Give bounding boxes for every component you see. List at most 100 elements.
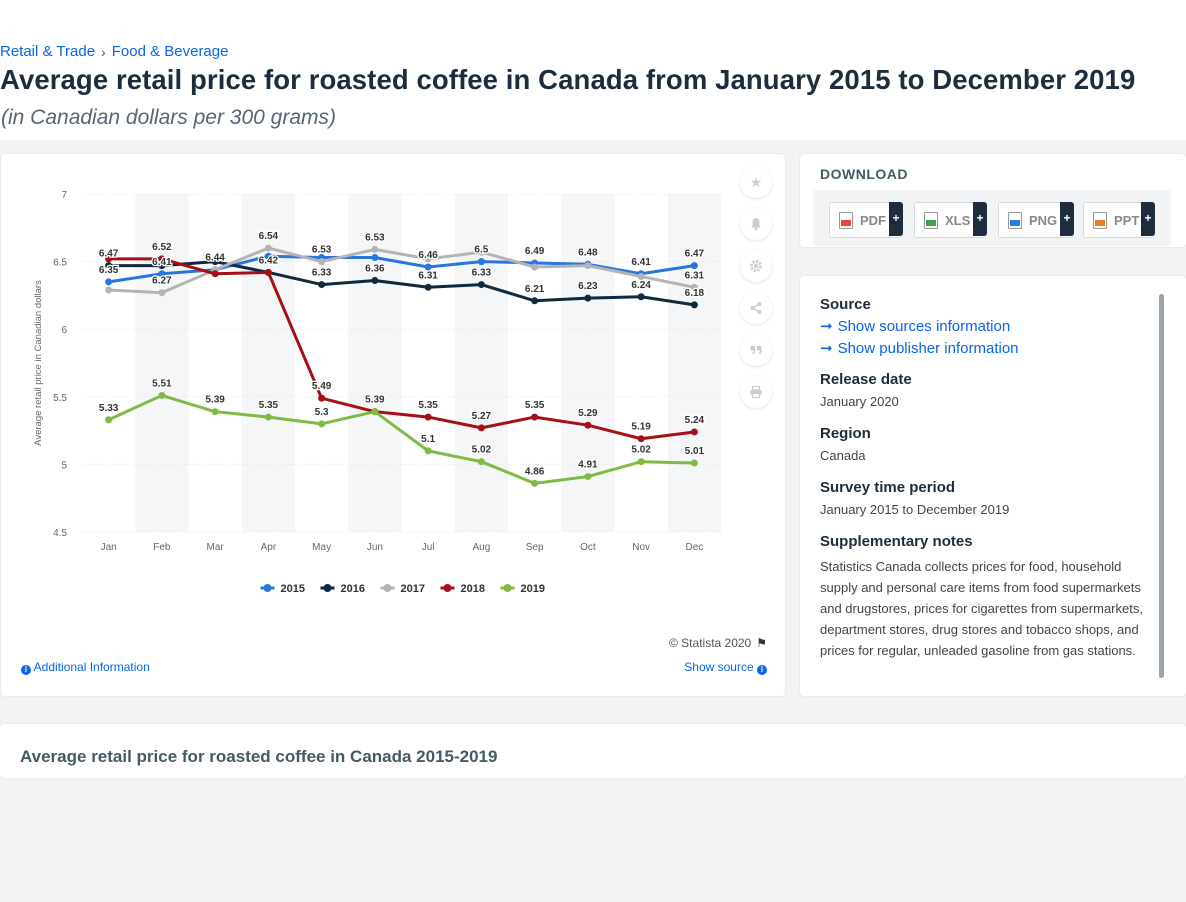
y-tick-label: 7 [61, 190, 67, 201]
show-sources-link[interactable]: ➞ Show sources information [820, 317, 1150, 335]
data-point-2017 [424, 255, 432, 263]
data-point-2016 [477, 281, 485, 289]
data-point-2017 [477, 248, 485, 256]
data-point-2015 [424, 263, 432, 271]
download-png-plus[interactable]: + [1060, 202, 1074, 236]
data-point-2018 [584, 421, 592, 429]
data-point-2017 [637, 272, 645, 280]
show-source-label: Show source [684, 660, 754, 674]
data-label-2015: 6.5 [474, 245, 488, 256]
supplementary-notes-value: Statistics Canada collects prices for fo… [820, 559, 1143, 658]
gear-icon[interactable] [740, 250, 772, 282]
info-icon: i [757, 665, 767, 675]
x-tick-label: Jan [101, 542, 117, 553]
x-tick-label: Aug [472, 542, 490, 553]
y-axis-label: Average retail price in Canadian dollars [33, 280, 44, 446]
data-label-2018: 5.39 [365, 395, 385, 406]
data-label-2015: 6.41 [631, 257, 651, 268]
print-icon[interactable] [740, 376, 772, 408]
data-label-2015: 6.46 [418, 250, 438, 261]
supplementary-notes-heading: Supplementary notes [820, 533, 973, 550]
legend-marker [443, 584, 452, 592]
download-png-button[interactable]: PNG + [998, 202, 1074, 238]
x-tick-label: Mar [207, 542, 225, 553]
legend-item-2015[interactable]: 2015 [260, 583, 305, 595]
data-label-2016: 6.33 [472, 268, 492, 279]
quote-icon[interactable] [740, 334, 772, 366]
bell-icon[interactable] [740, 208, 772, 240]
download-ppt-label: PPT [1114, 212, 1140, 228]
data-label-2019: 5.02 [472, 445, 492, 456]
show-source-link[interactable]: Show source i [684, 660, 767, 675]
legend-item-2016[interactable]: 2016 [320, 583, 365, 595]
y-tick-label: 5 [61, 460, 67, 471]
data-point-2016 [318, 281, 326, 289]
data-label-2019: 5.1 [421, 434, 435, 445]
data-point-2018 [424, 413, 432, 421]
download-ppt-button[interactable]: PPT + [1083, 202, 1155, 238]
data-label-2019: 5.3 [315, 407, 329, 418]
data-point-2019 [637, 458, 645, 466]
data-point-2019 [264, 413, 272, 421]
data-point-2016 [211, 258, 219, 266]
data-label-2017: 6.54 [259, 231, 279, 242]
data-point-2017 [264, 244, 272, 252]
data-label-2016: 6.36 [365, 264, 385, 275]
legend-item-2019[interactable]: 2019 [500, 583, 545, 595]
data-label-2018: 5.29 [578, 408, 598, 419]
series-line-2016 [108, 260, 695, 307]
region-heading: Region [820, 425, 871, 442]
show-publisher-link[interactable]: ➞ Show publisher information [820, 339, 1150, 357]
legend-marker [323, 584, 332, 592]
additional-information-link[interactable]: i Additional Information [21, 660, 150, 675]
legend-label: 2017 [401, 583, 425, 595]
breadcrumb-retail-trade[interactable]: Retail & Trade [0, 43, 96, 60]
data-point-2016 [105, 262, 113, 270]
download-xls-plus[interactable]: + [973, 202, 987, 236]
legend-marker [383, 584, 392, 592]
data-point-2019 [690, 459, 698, 467]
share-icon[interactable] [740, 292, 772, 324]
data-point-2016 [424, 283, 432, 291]
info-scrollbar-thumb[interactable] [1159, 294, 1164, 678]
data-label-2016: 6.42 [259, 255, 279, 266]
data-label-2017: 6.31 [685, 270, 705, 281]
data-point-2018 [637, 435, 645, 443]
statistic-info-panel: Source ➞ Show sources information ➞ Show p… [800, 276, 1186, 696]
data-label-2015: 6.47 [685, 249, 705, 260]
info-content: Source ➞ Show sources information ➞ Show p… [820, 296, 1150, 661]
star-icon[interactable]: ★ [740, 166, 772, 198]
data-label-2015: 6.44 [205, 253, 225, 264]
download-xls-button[interactable]: XLS + [914, 202, 987, 238]
data-point-2016 [371, 277, 379, 285]
breadcrumb-food-beverage[interactable]: Food & Beverage [111, 43, 229, 60]
pdf-file-icon [839, 211, 853, 229]
data-label-2018: 5.49 [312, 381, 332, 392]
page-title: Average retail price for roasted coffee … [0, 64, 1136, 95]
flag-icon[interactable]: ⚑ [756, 636, 767, 650]
data-label-2015: 6.48 [578, 247, 598, 258]
x-tick-label: Sep [526, 542, 544, 553]
data-label-2017: 6.53 [365, 232, 385, 243]
download-pdf-plus[interactable]: + [889, 202, 903, 236]
download-ppt-plus[interactable]: + [1141, 202, 1155, 236]
chart-copyright: © Statista 2020 ⚑ [669, 636, 767, 650]
legend-item-2017[interactable]: 2017 [380, 583, 425, 595]
info-scrollbar[interactable] [1159, 294, 1164, 678]
x-tick-label: Oct [580, 542, 596, 553]
survey-period-heading: Survey time period [820, 479, 956, 496]
series-line-2017 [108, 246, 695, 295]
legend-item-2018[interactable]: 2018 [440, 583, 485, 595]
download-pdf-button[interactable]: PDF + [829, 202, 903, 238]
related-title: Average retail price for roasted coffee … [20, 747, 498, 766]
data-point-2015 [105, 278, 113, 286]
y-tick-label: 6 [61, 325, 67, 336]
data-point-2019 [584, 473, 592, 481]
legend-label: 2015 [281, 583, 305, 595]
data-point-2016 [531, 297, 539, 305]
download-title: DOWNLOAD [820, 166, 908, 182]
data-label-2019: 5.39 [205, 395, 225, 406]
data-point-2017 [690, 283, 698, 291]
data-point-2016 [690, 301, 698, 309]
data-label-2015: 6.49 [525, 246, 545, 257]
